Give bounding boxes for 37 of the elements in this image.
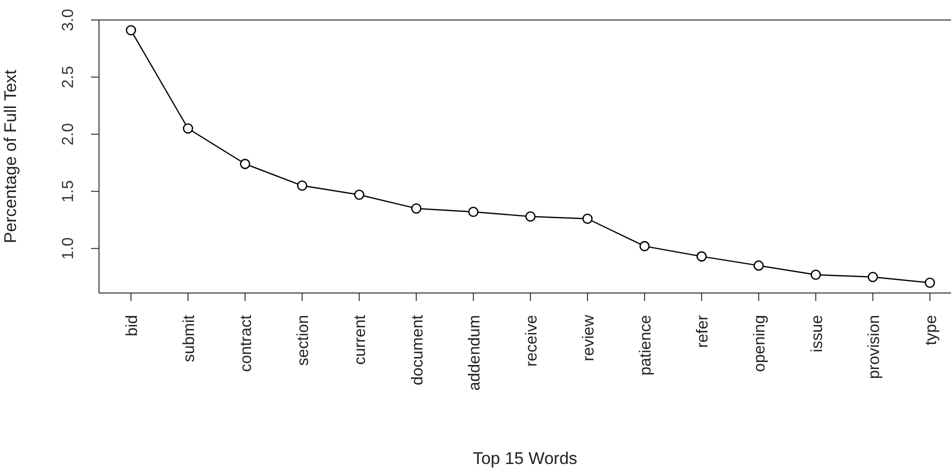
point	[754, 260, 764, 271]
point	[639, 241, 650, 252]
x-tick-label: opening	[752, 315, 769, 372]
y-tick-label: 2.0	[60, 123, 77, 146]
point	[696, 251, 707, 262]
point	[810, 270, 821, 280]
x-tick-label: section	[295, 315, 312, 366]
y-axis-title: Percentage of Full Text	[1, 69, 20, 244]
point	[525, 211, 536, 222]
x-axis-title: Top 15 Words	[472, 449, 578, 468]
y-tick-label: 1.5	[60, 180, 77, 202]
x-tick-label: addendum	[466, 315, 484, 391]
x-tick-label: review	[580, 314, 598, 362]
point	[182, 123, 194, 134]
x-tick-label: bid	[124, 315, 141, 336]
point	[868, 272, 878, 282]
point	[468, 206, 479, 218]
point	[582, 214, 593, 224]
y-tick-label: 3.0	[60, 8, 77, 32]
x-tick-label: current	[352, 314, 370, 365]
x-tick-label: provision	[866, 315, 883, 380]
x-tick-label: refer	[694, 314, 712, 348]
x-tick-label: receive	[523, 314, 540, 367]
y-tick-label: 2.5	[60, 66, 77, 88]
x-tick-label: issue	[808, 314, 826, 352]
x-tick-label: contract	[238, 314, 256, 372]
point	[297, 180, 308, 191]
point	[126, 25, 136, 36]
point	[240, 158, 250, 170]
point	[924, 278, 936, 288]
y-tick-label: 1.0	[60, 237, 77, 260]
x-tick-label: type	[922, 314, 940, 346]
x-tick-label: submit	[181, 314, 198, 362]
x-tick-label: patience	[638, 314, 655, 376]
x-tick-label: document	[409, 314, 426, 386]
point	[411, 203, 422, 214]
point	[354, 190, 364, 200]
